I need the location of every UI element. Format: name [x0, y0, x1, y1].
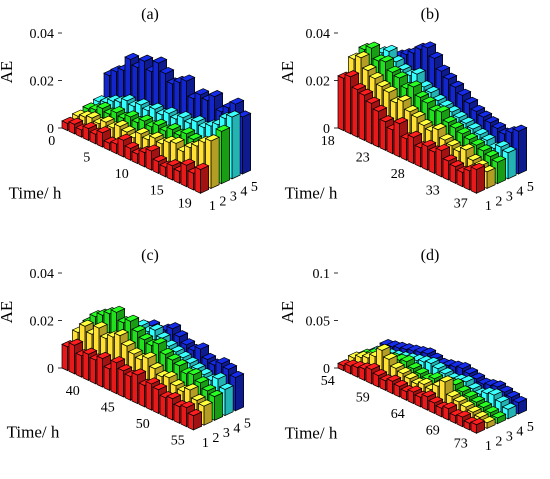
- time-tick-label: 5: [83, 150, 90, 165]
- z-axis-label: AE: [278, 61, 297, 84]
- z-axis-label: AE: [278, 301, 297, 324]
- panel-title: (b): [421, 6, 440, 23]
- z-tick-label: 0.1: [313, 267, 331, 282]
- time-tick-label: 33: [426, 183, 440, 198]
- time-tick-label: 40: [66, 384, 80, 399]
- bar: [194, 162, 210, 194]
- time-tick-label: 73: [454, 437, 468, 452]
- time-tick-label: 0: [48, 134, 55, 149]
- z-tick-label: 0.02: [30, 75, 55, 90]
- series-tick-label: 1: [202, 436, 209, 451]
- panel-d: (d) AE 0 0.05 0.1 54 59 64 69 73 Time/ h 1 2 3 4 5: [278, 247, 534, 454]
- time-axis-label: Time/ h: [285, 183, 338, 202]
- series-tick-label: 2: [495, 194, 502, 209]
- z-tick-label: 0: [47, 362, 54, 377]
- z-tick-label: 0: [47, 122, 54, 137]
- time-tick-label: 55: [171, 433, 185, 448]
- time-tick-label: 15: [150, 183, 164, 198]
- time-tick-label: 19: [178, 197, 192, 212]
- series-tick-label: 4: [240, 185, 247, 200]
- bar: [512, 395, 528, 415]
- z-tick-label: 0: [323, 122, 330, 137]
- series-tick-label: 5: [244, 417, 251, 432]
- series-tick-label: 1: [209, 199, 216, 214]
- bar: [501, 402, 517, 420]
- time-tick-label: 10: [115, 167, 129, 182]
- bar: [470, 418, 486, 434]
- series-tick-label: 1: [485, 439, 492, 454]
- panel-title: (d): [421, 247, 440, 264]
- time-tick-label: 59: [356, 390, 370, 405]
- z-tick-label: 0: [323, 362, 330, 377]
- time-tick-label: 69: [426, 423, 440, 438]
- z-tick-label: 0.04: [30, 27, 55, 42]
- series-tick-label: 5: [251, 180, 258, 195]
- time-axis-label: Time/ h: [285, 423, 338, 442]
- series-tick-label: 1: [485, 199, 492, 214]
- series-tick-label: 2: [219, 194, 226, 209]
- series-tick-label: 4: [233, 421, 240, 436]
- series-tick-label: 4: [516, 185, 523, 200]
- series-tick-label: 3: [230, 189, 237, 204]
- z-axis-label: AE: [0, 61, 16, 84]
- z-tick-label: 0.02: [30, 315, 55, 330]
- series-tick-label: 2: [495, 434, 502, 449]
- time-tick-label: 28: [391, 167, 405, 182]
- series-tick-label: 5: [527, 420, 534, 435]
- time-tick-label: 64: [391, 407, 405, 422]
- series-tick-label: 3: [506, 429, 513, 444]
- time-tick-label: 23: [356, 150, 370, 165]
- time-tick-label: 45: [101, 400, 115, 415]
- time-axis-label: Time/ h: [9, 183, 62, 202]
- time-tick-label: 18: [321, 134, 335, 149]
- z-tick-label: 0.04: [30, 267, 55, 282]
- bar: [470, 162, 486, 194]
- bar: [187, 409, 203, 431]
- panel-title: (c): [141, 247, 159, 264]
- z-tick-label: 0.04: [306, 27, 331, 42]
- panel-title: (a): [141, 6, 159, 23]
- time-axis-label: Time/ h: [7, 423, 60, 442]
- z-tick-label: 0.05: [306, 315, 331, 330]
- z-axis-label: AE: [0, 301, 16, 324]
- series-tick-label: 3: [223, 426, 230, 441]
- series-tick-label: 2: [212, 431, 219, 446]
- time-tick-label: 37: [454, 197, 468, 212]
- series-tick-label: 4: [516, 425, 523, 440]
- time-tick-label: 54: [321, 374, 335, 389]
- series-tick-label: 3: [506, 189, 513, 204]
- time-tick-label: 50: [136, 417, 150, 432]
- z-tick-label: 0.02: [306, 75, 331, 90]
- series-tick-label: 5: [527, 180, 534, 195]
